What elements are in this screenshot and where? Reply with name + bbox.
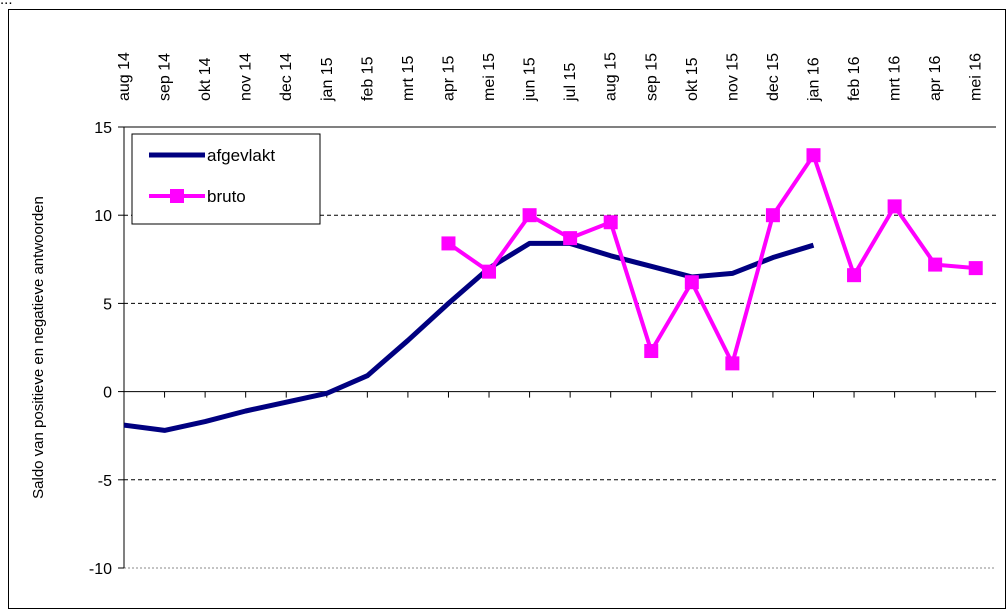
x-tick-label: okt 15 xyxy=(684,57,701,101)
x-tick-label: dec 15 xyxy=(765,53,782,101)
x-tick-label: feb 16 xyxy=(846,56,863,101)
y-tick-label: 0 xyxy=(103,385,112,402)
legend-marker-bruto xyxy=(170,189,184,203)
x-tick-label: nov 15 xyxy=(724,53,741,101)
y-tick-label: 10 xyxy=(94,208,112,225)
data-point-bruto xyxy=(684,275,699,290)
x-tick-label: jan 15 xyxy=(319,57,336,102)
data-point-bruto xyxy=(968,261,983,276)
x-tick-label: jul 15 xyxy=(562,63,579,102)
line-chart: 15 10 5 0 -5 -10 aug 14 sep 14 okt 14 nov 14 dec 1… xyxy=(30,52,996,578)
legend: afgevlakt bruto xyxy=(131,133,321,225)
x-tick-label: aug 15 xyxy=(603,52,620,101)
legend-label-bruto: bruto xyxy=(207,187,246,206)
data-point-bruto xyxy=(887,199,902,214)
x-tick-label: mei 16 xyxy=(968,53,985,101)
y-tick-label: -10 xyxy=(89,561,112,578)
data-point-bruto xyxy=(725,356,740,371)
x-tick-label: mei 15 xyxy=(481,53,498,101)
x-tick-label: apr 15 xyxy=(440,56,457,101)
y-tick-label: -5 xyxy=(98,473,112,490)
x-tick-label: apr 16 xyxy=(927,56,944,101)
data-point-bruto xyxy=(928,257,943,272)
data-point-bruto xyxy=(644,344,659,359)
data-point-bruto xyxy=(847,268,862,283)
y-tick-label: 5 xyxy=(103,296,112,313)
series-line-bruto xyxy=(447,153,976,366)
x-tick-label: nov 14 xyxy=(238,53,255,101)
data-point-bruto xyxy=(806,148,821,163)
x-tick-label: jan 16 xyxy=(805,57,822,102)
x-tick-label: aug 14 xyxy=(116,52,133,101)
data-point-bruto xyxy=(441,236,456,251)
chart-caption: ... xyxy=(0,0,1008,8)
data-point-bruto xyxy=(482,264,497,279)
series-line-afgevlakt xyxy=(123,240,815,433)
y-axis-title: Saldo van positieve en negatieve antwoor… xyxy=(30,196,47,499)
x-tick-label: jun 15 xyxy=(522,57,539,102)
x-tick-label: feb 15 xyxy=(359,56,376,101)
data-point-bruto xyxy=(765,208,780,223)
x-tick-label: sep 15 xyxy=(643,53,660,101)
data-point-bruto xyxy=(603,215,618,230)
chart-frame: 15 10 5 0 -5 -10 aug 14 sep 14 okt 14 nov 14 dec 1… xyxy=(8,9,1006,609)
x-tick-label: sep 14 xyxy=(157,53,174,101)
x-tick-label: mrt 16 xyxy=(887,56,904,101)
x-tick-label: mrt 15 xyxy=(400,56,417,101)
data-point-bruto xyxy=(563,231,578,246)
x-tick-label: dec 14 xyxy=(278,53,295,101)
legend-label-afgevlakt: afgevlakt xyxy=(207,146,275,165)
data-point-bruto xyxy=(522,208,537,223)
y-tick-label: 15 xyxy=(94,120,112,137)
x-tick-label: okt 14 xyxy=(197,57,214,101)
legend-box xyxy=(131,133,321,225)
